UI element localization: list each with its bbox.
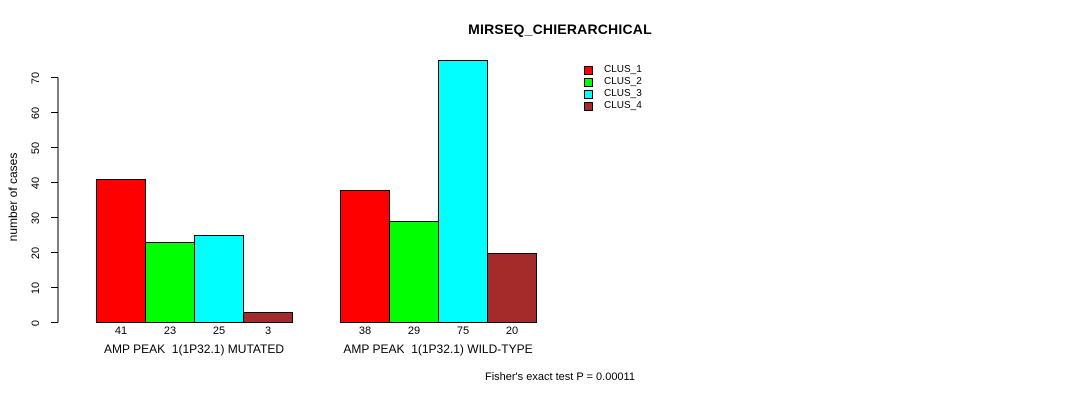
bar-value-label: 41 xyxy=(114,325,128,337)
legend-item-clus_4: CLUS_4 xyxy=(584,100,642,112)
y-tick-label: 50 xyxy=(30,141,42,154)
legend-swatch-icon xyxy=(584,77,593,87)
legend-item-clus_1: CLUS_1 xyxy=(584,64,642,76)
y-tick-label: 40 xyxy=(30,176,42,189)
bar-value-label: 75 xyxy=(456,325,470,337)
legend-label: CLUS_1 xyxy=(604,64,642,75)
bar-clus_4-group1 xyxy=(243,312,293,323)
group-label: AMP PEAK 1(1P32.1) MUTATED xyxy=(103,342,285,356)
legend: CLUS_1 CLUS_2 CLUS_3 CLUS_4 xyxy=(584,64,642,112)
y-tick-label: 0 xyxy=(30,319,42,326)
legend-label: CLUS_2 xyxy=(604,76,642,87)
legend-item-clus_3: CLUS_3 xyxy=(584,88,642,100)
bar-value-label: 29 xyxy=(407,325,421,337)
bar-clus_2-group1 xyxy=(145,242,195,323)
bar-value-label: 3 xyxy=(264,325,272,337)
bar-clus_3-group2 xyxy=(438,60,488,323)
bar-clus_2-group2 xyxy=(389,221,439,323)
y-tick-label: 60 xyxy=(30,106,42,119)
bar-clus_4-group2 xyxy=(487,253,537,323)
legend-label: CLUS_3 xyxy=(604,88,642,99)
chart-title: MIRSEQ_CHIERARCHICAL xyxy=(468,21,652,37)
bar-value-label: 38 xyxy=(358,325,372,337)
legend-item-clus_2: CLUS_2 xyxy=(584,76,642,88)
y-tick-label: 10 xyxy=(30,281,42,294)
group-label: AMP PEAK 1(1P32.1) WILD-TYPE xyxy=(343,342,533,356)
legend-label: CLUS_4 xyxy=(604,100,642,111)
bar-clus_3-group1 xyxy=(194,235,244,323)
bar-value-label: 25 xyxy=(212,325,226,337)
bar-clus_1-group1 xyxy=(96,179,146,323)
annotation-text: Fisher's exact test P = 0.00011 xyxy=(485,371,635,383)
bar-value-label: 23 xyxy=(163,325,177,337)
legend-swatch-icon xyxy=(584,101,593,111)
bar-value-label: 20 xyxy=(505,325,519,337)
y-tick-label: 30 xyxy=(30,211,42,224)
y-tick-label: 70 xyxy=(30,71,42,84)
legend-swatch-icon xyxy=(584,89,593,99)
y-tick-label: 20 xyxy=(30,246,42,259)
legend-swatch-icon xyxy=(584,65,593,75)
bar-clus_1-group2 xyxy=(340,190,390,323)
